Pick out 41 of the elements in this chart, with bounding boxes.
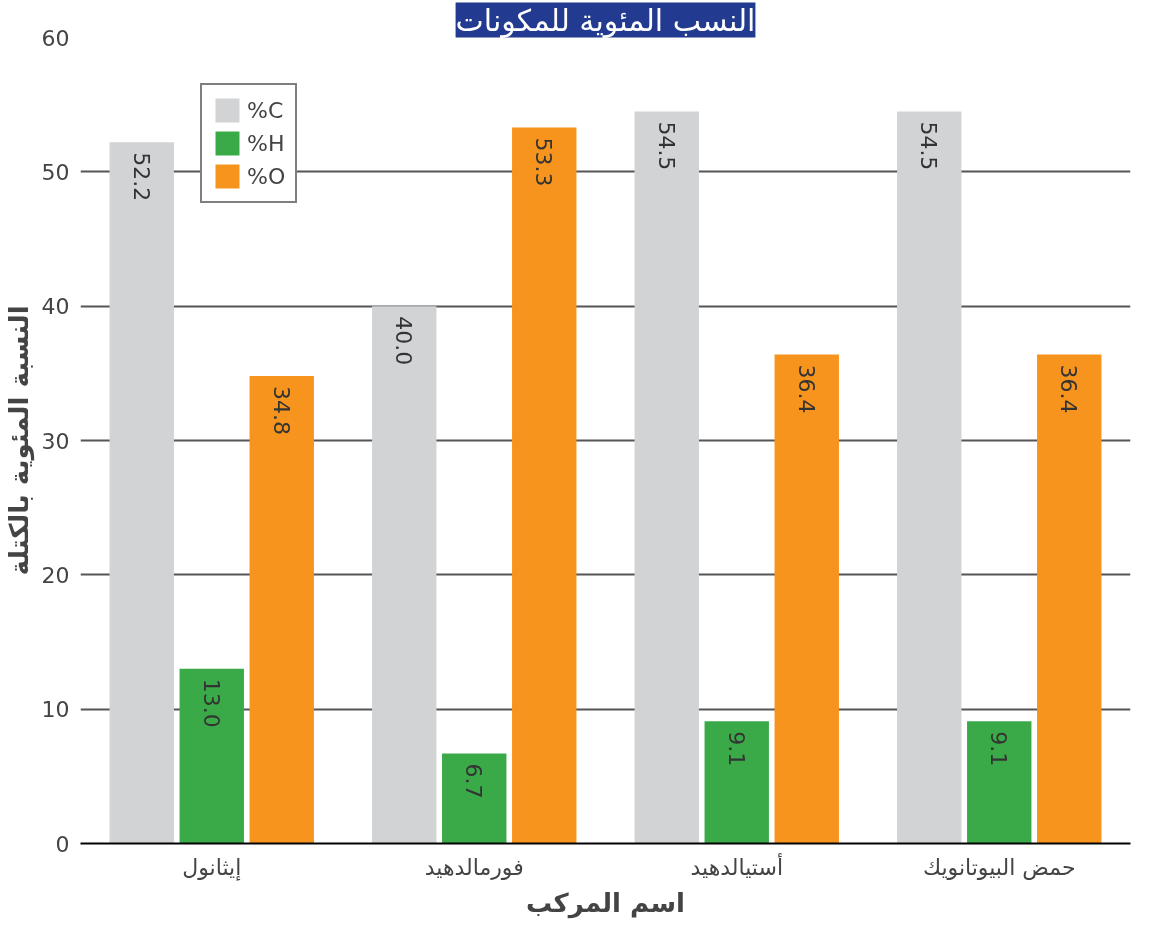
data-label: 9.1 bbox=[986, 731, 1012, 767]
y-axis-title: النسبة المئوية بالكتلة bbox=[3, 305, 35, 576]
legend-label: %H bbox=[247, 130, 285, 156]
bar bbox=[967, 721, 1032, 844]
bar bbox=[372, 306, 437, 844]
x-tick-label: حمض البيوتانويك bbox=[922, 854, 1076, 881]
x-axis-title: اسم المركب bbox=[526, 887, 685, 919]
data-label: 36.4 bbox=[793, 364, 819, 414]
data-label: 54.5 bbox=[653, 121, 679, 171]
x-tick-label: أستيالدهيد bbox=[690, 852, 784, 880]
data-label: 53.3 bbox=[531, 137, 557, 187]
bar bbox=[249, 376, 314, 844]
x-tick-label: إيثانول bbox=[182, 854, 242, 881]
data-label: 9.1 bbox=[723, 731, 749, 767]
y-tick-label: 50 bbox=[41, 159, 70, 185]
legend-label: %C bbox=[247, 97, 284, 123]
data-label: 52.2 bbox=[128, 152, 154, 202]
y-tick-label: 0 bbox=[55, 831, 70, 857]
y-tick-label: 30 bbox=[41, 428, 70, 454]
y-tick-label: 40 bbox=[41, 294, 70, 320]
bar bbox=[634, 111, 699, 844]
y-tick-label: 10 bbox=[41, 697, 70, 723]
data-label: 6.7 bbox=[461, 763, 487, 799]
chart-title: النسب المئوية للمكونات bbox=[455, 2, 756, 38]
data-label: 54.5 bbox=[916, 121, 942, 171]
bar bbox=[512, 127, 577, 844]
bar bbox=[442, 753, 507, 844]
x-tick-label: فورمالدهيد bbox=[424, 854, 524, 880]
bar bbox=[774, 354, 839, 844]
y-tick-label: 60 bbox=[41, 25, 70, 51]
y-tick-label: 20 bbox=[41, 562, 70, 588]
data-label: 34.8 bbox=[268, 386, 294, 435]
data-label: 13.0 bbox=[198, 678, 224, 728]
data-label: 36.4 bbox=[1056, 364, 1082, 414]
bar bbox=[704, 721, 769, 844]
bar bbox=[1037, 354, 1102, 844]
bar bbox=[179, 668, 244, 844]
bar bbox=[109, 142, 174, 844]
legend-label: %O bbox=[247, 163, 286, 189]
bar bbox=[897, 111, 962, 844]
data-label: 40.0 bbox=[391, 316, 417, 366]
